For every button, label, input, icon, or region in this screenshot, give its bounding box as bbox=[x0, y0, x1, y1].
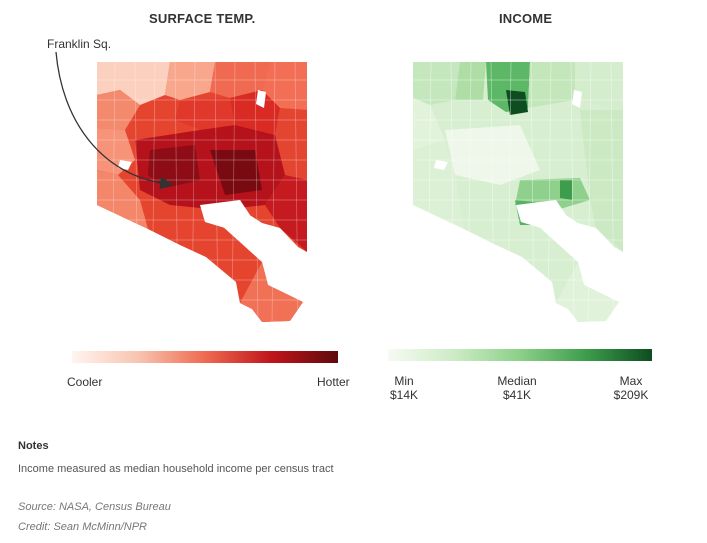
income-lake-2 bbox=[434, 160, 448, 170]
surface-temp-map bbox=[97, 62, 307, 322]
temp-legend-gradient bbox=[72, 351, 338, 363]
income-harbor-water bbox=[516, 200, 566, 228]
temp-lake-1 bbox=[256, 90, 266, 108]
temp-tract-far-south bbox=[240, 262, 303, 322]
notes-heading: Notes bbox=[18, 440, 49, 452]
income-tract-west bbox=[413, 98, 445, 150]
income-legend-median-label: Median bbox=[497, 374, 537, 388]
income-tract-ne bbox=[528, 62, 580, 108]
income-tract-far-south bbox=[556, 262, 619, 322]
income-tract-max bbox=[506, 90, 528, 115]
temp-tract-ne-corner bbox=[262, 62, 307, 110]
temp-tract-cool-nw bbox=[97, 62, 170, 105]
source-line: Source: NASA, Census Bureau bbox=[18, 501, 171, 513]
credit-line: Credit: Sean McMinn/NPR bbox=[18, 521, 147, 533]
notes-text: Income measured as median household inco… bbox=[18, 463, 334, 475]
income-legend-min-label: Min bbox=[394, 374, 414, 388]
income-lake-1 bbox=[572, 90, 582, 108]
temp-tract-east-hot bbox=[210, 150, 262, 195]
temp-tract-sw bbox=[97, 170, 148, 229]
income-tract-nw bbox=[413, 62, 460, 105]
temp-tract-southeast bbox=[265, 175, 307, 252]
income-tract-sw bbox=[413, 140, 464, 229]
income-title: INCOME bbox=[499, 11, 553, 26]
income-legend-min-value: $14K bbox=[389, 388, 419, 402]
income-map bbox=[413, 62, 623, 322]
temp-tract-ne-upper bbox=[210, 62, 270, 98]
temp-tract-east bbox=[275, 108, 307, 180]
franklin-sq-arrow bbox=[55, 51, 174, 190]
temp-tract-northeast bbox=[230, 90, 280, 135]
income-legend-max-label: Max bbox=[619, 374, 643, 388]
income-legend-gradient bbox=[388, 349, 652, 361]
temp-harbor-water bbox=[200, 200, 250, 228]
temp-tract-cool-n bbox=[165, 62, 215, 100]
franklin-sq-label: Franklin Sq. bbox=[47, 37, 112, 51]
income-legend-median-value: $41K bbox=[502, 388, 532, 402]
temp-tract-north-central bbox=[175, 98, 235, 130]
temp-legend-cooler: Cooler bbox=[67, 375, 103, 389]
temp-lake-2 bbox=[118, 160, 132, 170]
temp-tract-west-upper bbox=[97, 90, 140, 130]
surface-temp-title: SURFACE TEMP. bbox=[149, 11, 256, 26]
temp-legend-hotter: Hotter bbox=[317, 375, 350, 389]
income-legend-max-value: $209K bbox=[613, 388, 649, 402]
income-tract-canton bbox=[560, 180, 572, 200]
